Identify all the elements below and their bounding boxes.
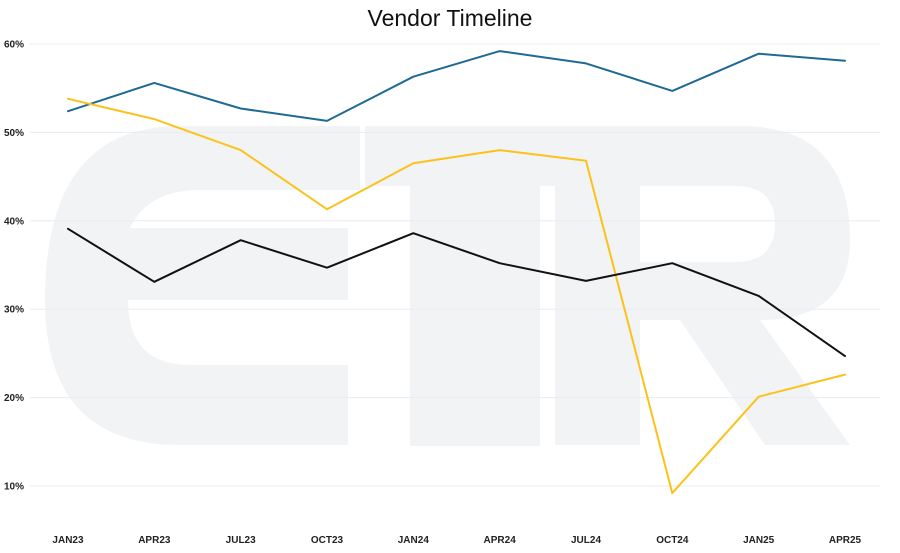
x-tick-label: OCT23: [311, 535, 344, 546]
series-line-3: [67, 227, 846, 358]
y-axis: 10% 20% 30% 40% 50% 60%: [4, 40, 24, 493]
etr-watermark-logo: [45, 126, 850, 446]
watermark-letter-r: [555, 126, 850, 445]
watermark-letter-t-stem: [410, 126, 540, 446]
series-line-1: [67, 50, 846, 122]
x-tick-label: JAN25: [743, 535, 775, 546]
y-tick-label: 20%: [4, 393, 24, 404]
y-tick-label: 60%: [4, 40, 24, 51]
series-line-2: [67, 97, 846, 495]
chart-title: Vendor Timeline: [367, 5, 533, 31]
y-tick-label: 30%: [4, 305, 24, 316]
gridlines: [30, 43, 880, 487]
x-tick-label: OCT24: [656, 535, 689, 546]
y-tick-label: 10%: [4, 482, 24, 493]
x-tick-label: APR23: [138, 535, 171, 546]
x-tick-label: APR25: [829, 535, 862, 546]
series-group: [67, 50, 846, 495]
x-axis: JAN23 APR23 JUL23 OCT23 JAN24 APR24 JUL24 OCT24…: [52, 535, 861, 546]
y-tick-label: 50%: [4, 128, 24, 139]
x-tick-label: JAN23: [52, 535, 84, 546]
y-tick-label: 40%: [4, 216, 24, 227]
watermark-letter-e: [45, 126, 360, 445]
x-tick-label: JUL23: [226, 535, 256, 546]
x-tick-label: APR24: [484, 535, 517, 546]
x-tick-label: JUL24: [571, 535, 601, 546]
x-tick-label: JAN24: [398, 535, 430, 546]
